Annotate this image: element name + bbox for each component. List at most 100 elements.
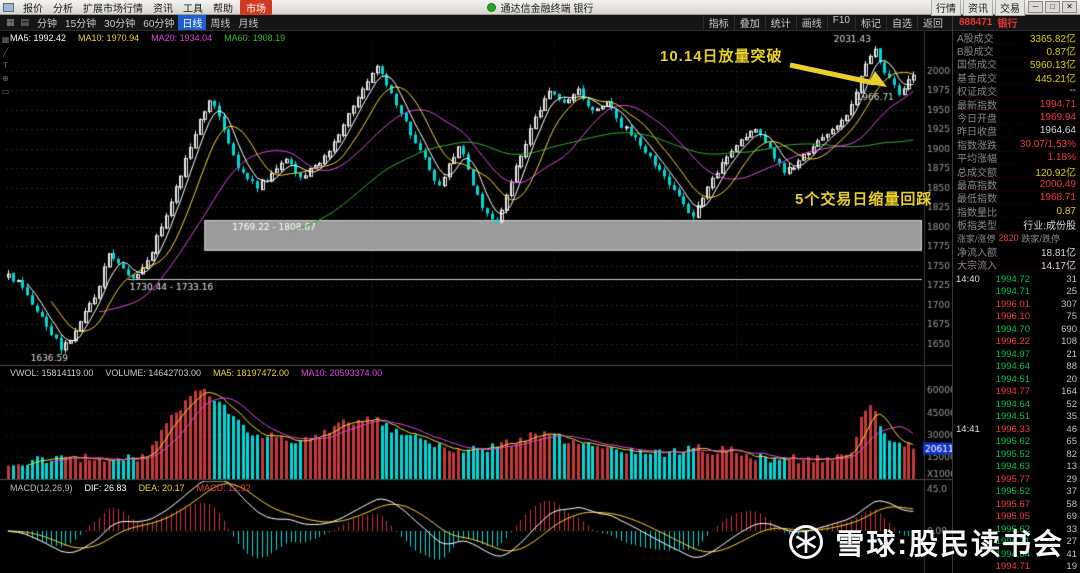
tick-volume: 108: [1061, 336, 1077, 348]
tick-price: 1994.70: [995, 323, 1030, 335]
symbol-code: 888471: [959, 17, 993, 28]
period-tab[interactable]: 月线: [238, 19, 259, 30]
quote-rows: A股成交 3365.82亿 B股成交 0.87亿 国债成交 5960.13亿 基金成交 445…: [953, 31, 1080, 272]
menu-item[interactable]: 扩展市场行情: [83, 3, 143, 15]
tick-volume: 58: [1066, 498, 1077, 510]
quote-row-value: 18.81亿: [1040, 247, 1076, 259]
tick-volume: 88: [1066, 361, 1077, 373]
period-tab[interactable]: 15分钟: [65, 19, 97, 30]
tick-price: 1994.71: [995, 561, 1030, 573]
window-title: 通达信金融终端 银行: [500, 4, 594, 15]
tool-button[interactable]: 画线: [795, 15, 827, 30]
tick-volume: 13: [1066, 461, 1077, 473]
main-chart-canvas[interactable]: [0, 31, 952, 573]
tick-volume: 19: [1066, 561, 1077, 573]
period-tab[interactable]: 周线: [210, 19, 231, 30]
tool-button[interactable]: 指标: [702, 15, 734, 30]
menu-item[interactable]: 帮助: [213, 3, 233, 15]
quote-row-label: 指数量比: [957, 207, 997, 219]
list-view-icon[interactable]: ▤: [20, 17, 30, 27]
menu-market[interactable]: 市场: [240, 0, 272, 15]
titlebar-button[interactable]: 交易: [995, 0, 1025, 16]
maximize-button[interactable]: □: [1045, 1, 1060, 13]
quote-row-label: 权证成交: [957, 87, 997, 99]
tick-row: 1995.52 82: [953, 448, 1080, 461]
quote-panel-header[interactable]: 888471 银行: [953, 15, 1080, 31]
text-tool-icon[interactable]: T: [3, 61, 8, 70]
period-tab[interactable]: 60分钟: [143, 19, 175, 30]
quote-row-label: 最高指数: [957, 181, 997, 192]
tick-volume: 307: [1061, 298, 1077, 310]
tick-time: 14:40: [956, 273, 980, 285]
titlebar-right: 行情 资讯 交易 ─ □ ✕: [931, 0, 1077, 16]
tick-price: 1994.71: [995, 536, 1030, 548]
menu-item[interactable]: 工具: [183, 3, 203, 15]
tick-volume: 29: [1066, 473, 1077, 485]
quote-row: 指数量比 0.87: [953, 205, 1080, 219]
period-tab[interactable]: 分钟: [37, 19, 58, 30]
menu-item[interactable]: 资讯: [153, 3, 173, 15]
quote-row: 总成交额 120.92亿: [953, 165, 1080, 179]
menu-item[interactable]: 报价: [23, 3, 43, 15]
quote-row-label: 最低指数: [957, 194, 997, 206]
quote-row: 国债成交 5960.13亿: [953, 58, 1080, 71]
period-tab[interactable]: 日线: [178, 15, 207, 30]
tick-list[interactable]: 14:40 1994.72 31 1994.71 25 1996.01 307 1996.10…: [953, 273, 1080, 573]
quote-row-value: 1969.94: [1039, 112, 1076, 124]
tick-price: 1994.64: [995, 398, 1030, 410]
tick-row: 1996.10 75: [953, 311, 1080, 324]
tick-row: 1996.22 108: [953, 336, 1080, 349]
connection-status-icon: [486, 3, 496, 12]
tick-row: 1994.77 164: [953, 386, 1080, 399]
tool-button[interactable]: 返回: [917, 15, 948, 30]
advancers-value: 2820: [998, 233, 1019, 244]
tick-row: 1994.51 20: [953, 373, 1080, 386]
quote-row-value: 1994.71: [1039, 98, 1076, 110]
quote-row-value: 1968.71: [1039, 192, 1076, 204]
titlebar-button[interactable]: 行情: [931, 0, 961, 16]
tick-row: 1994.51 35: [953, 411, 1080, 424]
tool-button[interactable]: 标记: [855, 15, 886, 30]
tick-volume: 41: [1066, 548, 1077, 560]
watermark-text: 雪球:股民读书会: [835, 529, 1064, 561]
menu-bar: 报价 分析 扩展市场行情 资讯 工具 帮助: [18, 0, 238, 15]
tick-row: 1995.67 58: [953, 498, 1080, 511]
quote-row: 净流入额 18.81亿: [953, 245, 1080, 259]
tick-row: 1994.64 88: [953, 361, 1080, 374]
tick-volume: 164: [1061, 386, 1077, 398]
quote-row-value: 0.87亿: [1046, 47, 1076, 59]
tick-price: 1994.63: [995, 461, 1030, 473]
tick-volume: 75: [1066, 311, 1077, 323]
close-button[interactable]: ✕: [1062, 1, 1077, 13]
menu-item[interactable]: 分析: [53, 3, 73, 15]
grid-view-icon[interactable]: ▦: [6, 17, 15, 27]
quote-row-label: A股成交: [957, 33, 994, 45]
tick-row: 14:40 1994.72 31: [953, 273, 1080, 286]
erase-tool-icon[interactable]: ▭: [1, 87, 10, 96]
title-bar: 报价 分析 扩展市场行情 资讯 工具 帮助 市场 通达信金融终端 银行 行情 资讯 交易 ─ □…: [0, 0, 1080, 16]
watermark: 雪球:股民读书会: [787, 521, 1064, 563]
quote-row: 最新指数 1994.71: [953, 98, 1080, 112]
app-icon: [3, 2, 14, 12]
decliners-label: 跌家/跌停: [1021, 233, 1061, 244]
tool-button[interactable]: 自选: [886, 15, 917, 30]
zoom-tool-icon[interactable]: ⊕: [2, 74, 9, 83]
minimize-button[interactable]: ─: [1028, 1, 1043, 13]
tick-price: 1995.62: [995, 436, 1030, 448]
tool-button[interactable]: 叠加: [733, 15, 765, 30]
quote-row-label: 总成交额: [957, 167, 997, 179]
advancers-label: 涨家/涨停: [957, 233, 996, 244]
tick-price: 1995.95: [995, 511, 1030, 523]
tool-button[interactable]: F10: [826, 15, 855, 30]
line-tool-icon[interactable]: ╱: [3, 48, 8, 57]
period-tab[interactable]: 30分钟: [104, 19, 136, 30]
tick-price: 1995.77: [995, 473, 1030, 485]
tick-volume: 35: [1066, 411, 1077, 423]
titlebar-button[interactable]: 资讯: [963, 0, 993, 16]
grid-tool-icon[interactable]: ▦: [1, 35, 10, 44]
tool-button[interactable]: 统计: [764, 15, 796, 30]
tick-volume: 37: [1066, 486, 1077, 498]
quote-row-value: 30.07/1.53%: [1019, 138, 1076, 150]
tick-volume: 65: [1066, 436, 1077, 448]
tick-volume: 33: [1066, 523, 1077, 535]
